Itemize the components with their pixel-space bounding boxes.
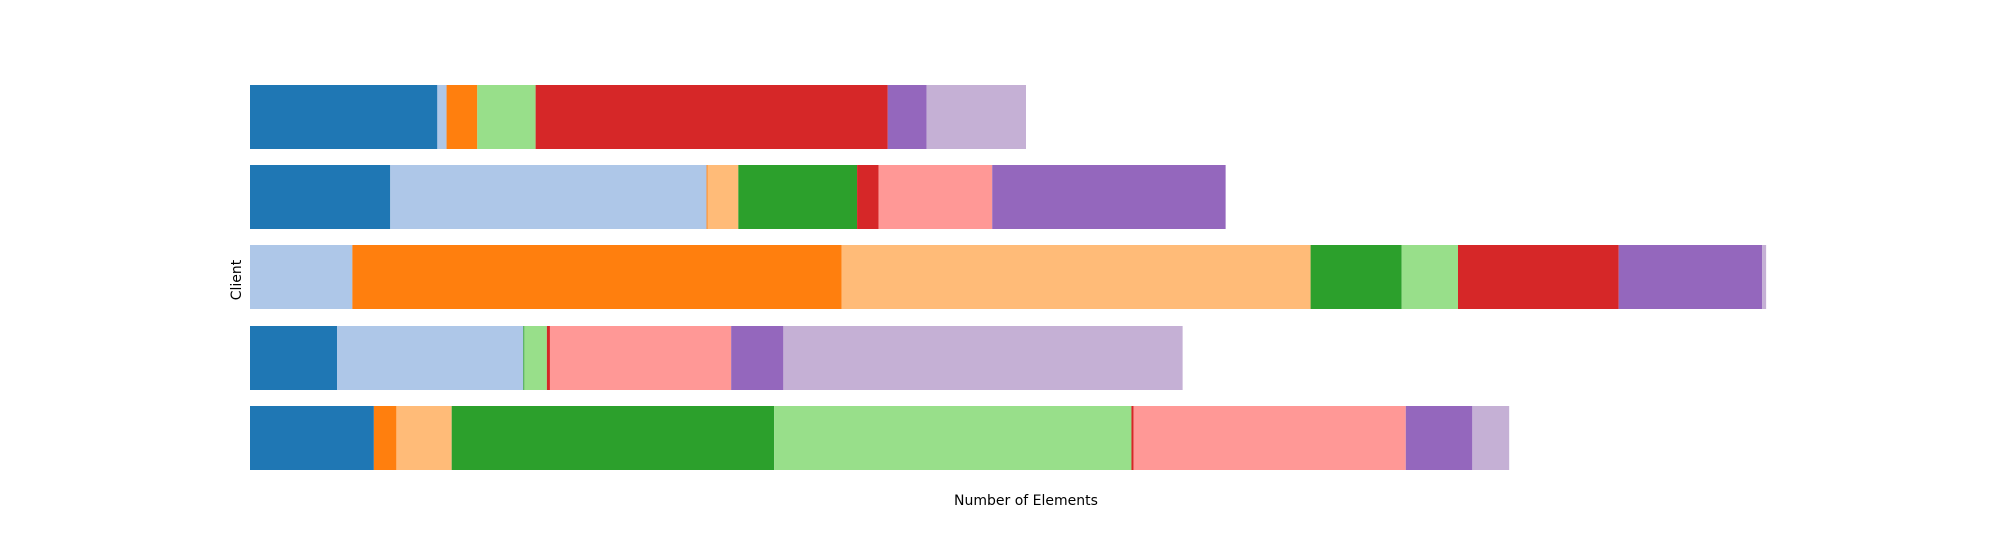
bars-layer xyxy=(250,85,1767,470)
bar-segment-row4-s9 xyxy=(731,326,784,390)
x-axis-label: Number of Elements xyxy=(954,493,1098,509)
bar-segment-row4-s2 xyxy=(337,326,524,390)
bar-segment-row5-s5 xyxy=(451,406,775,470)
bar-segment-row2-s5 xyxy=(738,165,858,229)
y-axis-label: Client xyxy=(229,259,245,300)
bar-segment-row2-s4 xyxy=(707,165,739,229)
bar-segment-row3-s2 xyxy=(250,245,353,309)
bar-segment-row2-s1 xyxy=(250,165,391,229)
bar-segment-row2-s7 xyxy=(857,165,879,229)
bar-segment-row1-s1 xyxy=(250,85,438,149)
bar-segment-row5-s8 xyxy=(1133,406,1406,470)
bar-segment-row1-s7 xyxy=(535,85,888,149)
bar-segment-row1-s3 xyxy=(446,85,478,149)
bar-segment-row5-s4 xyxy=(396,406,452,470)
bar-segment-row2-s8 xyxy=(878,165,993,229)
bar-segment-row2-s9 xyxy=(992,165,1226,229)
bar-segment-row2-s2 xyxy=(390,165,707,229)
bar-segment-row1-s10 xyxy=(926,85,1026,149)
bar-segment-row5-s1 xyxy=(250,406,374,470)
bar-segment-row3-s3 xyxy=(352,245,842,309)
bar-segment-row3-s5 xyxy=(1310,245,1402,309)
bar-segment-row4-s10 xyxy=(783,326,1183,390)
bar-segment-row1-s9 xyxy=(887,85,927,149)
bar-segment-row4-s6 xyxy=(524,326,547,390)
bar-segment-row5-s3 xyxy=(373,406,397,470)
bar-segment-row2-s3 xyxy=(706,165,708,229)
bar-segment-row3-s6 xyxy=(1401,245,1459,309)
bar-segment-row3-s4 xyxy=(841,245,1311,309)
bar-segment-row3-s10 xyxy=(1762,245,1767,309)
bar-segment-row4-s5 xyxy=(523,326,525,390)
bar-segment-row4-s7 xyxy=(546,326,550,390)
bar-segment-row1-s2 xyxy=(437,85,447,149)
bar-segment-row5-s7 xyxy=(1131,406,1134,470)
bar-segment-row5-s10 xyxy=(1472,406,1510,470)
bar-segment-row5-s6 xyxy=(774,406,1132,470)
bar-segment-row4-s1 xyxy=(250,326,338,390)
bar-segment-row5-s9 xyxy=(1405,406,1473,470)
bar-segment-row3-s7 xyxy=(1458,245,1619,309)
bar-segment-row4-s8 xyxy=(549,326,732,390)
bar-segment-row3-s9 xyxy=(1618,245,1763,309)
bar-segment-row1-s6 xyxy=(477,85,536,149)
